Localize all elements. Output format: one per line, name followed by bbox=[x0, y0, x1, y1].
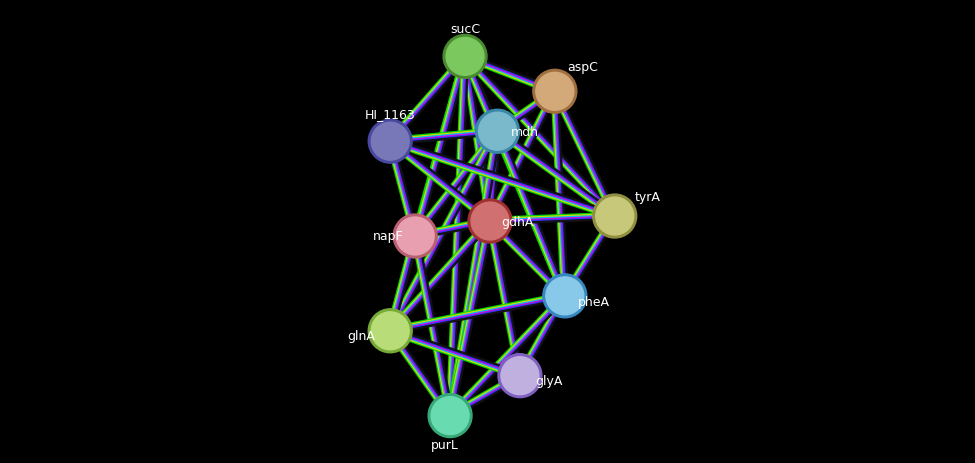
Circle shape bbox=[369, 309, 412, 353]
Text: glnA: glnA bbox=[347, 330, 375, 343]
Circle shape bbox=[498, 354, 542, 398]
Circle shape bbox=[371, 123, 410, 161]
Text: aspC: aspC bbox=[566, 61, 598, 74]
Text: pheA: pheA bbox=[578, 296, 609, 309]
Circle shape bbox=[479, 113, 517, 151]
Text: napF: napF bbox=[372, 230, 403, 243]
Circle shape bbox=[596, 198, 634, 236]
Circle shape bbox=[471, 203, 509, 240]
Circle shape bbox=[546, 277, 584, 315]
Circle shape bbox=[536, 73, 574, 111]
Circle shape bbox=[371, 312, 410, 350]
Text: purL: purL bbox=[431, 438, 459, 451]
Circle shape bbox=[476, 110, 520, 154]
Text: glyA: glyA bbox=[535, 375, 563, 388]
Text: gdhA: gdhA bbox=[501, 215, 533, 228]
Circle shape bbox=[428, 394, 472, 438]
Circle shape bbox=[593, 194, 637, 238]
Circle shape bbox=[468, 200, 512, 244]
Text: sucC: sucC bbox=[450, 23, 480, 36]
Circle shape bbox=[543, 274, 587, 318]
Circle shape bbox=[396, 218, 434, 256]
Circle shape bbox=[369, 120, 412, 164]
Circle shape bbox=[447, 38, 484, 76]
Text: HI_1163: HI_1163 bbox=[365, 107, 415, 120]
Circle shape bbox=[501, 357, 539, 395]
Circle shape bbox=[533, 70, 577, 114]
Text: tyrA: tyrA bbox=[634, 190, 660, 203]
Text: mdh: mdh bbox=[511, 125, 539, 138]
Circle shape bbox=[393, 214, 437, 258]
Circle shape bbox=[443, 35, 487, 79]
Circle shape bbox=[431, 397, 469, 435]
